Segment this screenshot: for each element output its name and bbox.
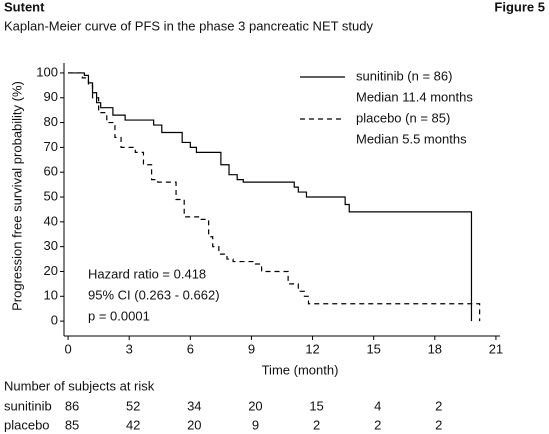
x-tick-label: 6 xyxy=(187,341,194,356)
annotation: 95% CI (0.263 - 0.662) xyxy=(88,287,220,302)
at-risk-value: 20 xyxy=(187,417,201,432)
x-tick-label: 9 xyxy=(248,341,255,356)
legend-median: Median 5.5 months xyxy=(356,131,467,146)
at-risk-value: 20 xyxy=(248,398,262,413)
at-risk-value: 4 xyxy=(374,398,381,413)
at-risk-value: 34 xyxy=(187,398,201,413)
at-risk-value: 2 xyxy=(435,398,442,413)
header-right: Figure 5 xyxy=(494,0,545,14)
y-axis-label: Progression free survival probability (%… xyxy=(9,81,24,311)
y-tick-label: 60 xyxy=(44,164,58,179)
x-tick-label: 21 xyxy=(489,341,503,356)
at-risk-value: 2 xyxy=(435,417,442,432)
y-tick-label: 80 xyxy=(44,114,58,129)
x-tick-label: 12 xyxy=(305,341,319,356)
at-risk-value: 2 xyxy=(313,417,320,432)
y-tick-label: 30 xyxy=(44,238,58,253)
x-tick-label: 3 xyxy=(126,341,133,356)
header-left: Sutent xyxy=(4,0,45,14)
legend-label: sunitinib (n = 86) xyxy=(356,68,452,83)
km-curve xyxy=(68,72,473,322)
at-risk-value: 15 xyxy=(309,398,323,413)
y-tick-label: 50 xyxy=(44,188,58,203)
legend-median: Median 11.4 months xyxy=(356,89,473,104)
annotation: p = 0.0001 xyxy=(88,308,150,323)
at-risk-value: 9 xyxy=(252,417,259,432)
at-risk-label: sunitinib xyxy=(4,398,52,413)
at-risk-label: placebo xyxy=(4,417,50,432)
y-tick-label: 10 xyxy=(44,288,58,303)
legend-label: placebo (n = 85) xyxy=(356,110,450,125)
x-tick-label: 15 xyxy=(366,341,380,356)
at-risk-value: 85 xyxy=(65,417,79,432)
x-tick-label: 0 xyxy=(64,341,71,356)
y-tick-label: 90 xyxy=(44,89,58,104)
annotation: Hazard ratio = 0.418 xyxy=(88,266,206,281)
at-risk-value: 2 xyxy=(374,417,381,432)
x-tick-label: 18 xyxy=(428,341,442,356)
chart-title: Kaplan-Meier curve of PFS in the phase 3… xyxy=(4,18,374,33)
y-tick-label: 20 xyxy=(44,263,58,278)
y-tick-label: 0 xyxy=(51,313,58,328)
at-risk-title: Number of subjects at risk xyxy=(4,378,155,393)
y-tick-label: 70 xyxy=(44,139,58,154)
at-risk-value: 86 xyxy=(65,398,79,413)
at-risk-value: 52 xyxy=(126,398,140,413)
at-risk-value: 42 xyxy=(126,417,140,432)
y-tick-label: 100 xyxy=(36,64,58,79)
y-tick-label: 40 xyxy=(44,213,58,228)
km-curve xyxy=(68,72,481,322)
x-axis-label: Time (month) xyxy=(262,362,339,377)
